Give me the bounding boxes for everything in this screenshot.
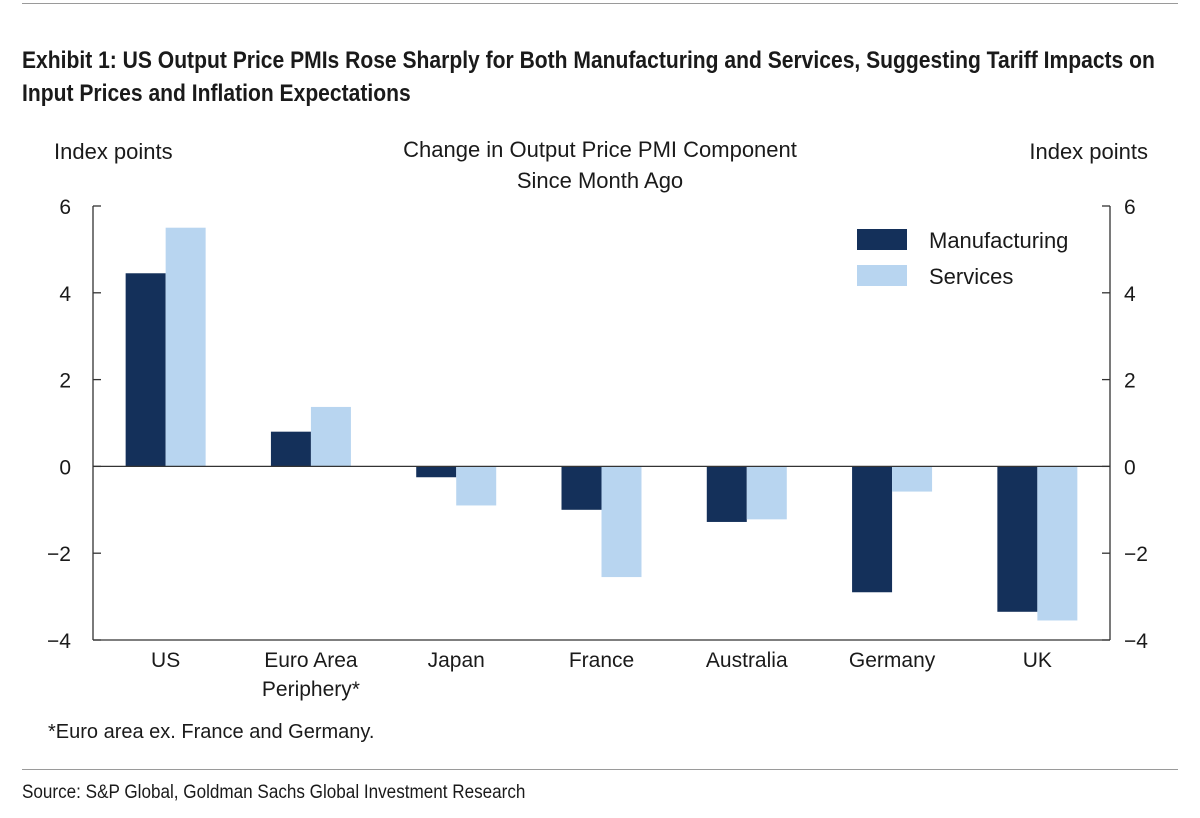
x-tick-label: Periphery* bbox=[262, 678, 360, 701]
bar-manufacturing-4 bbox=[706, 466, 747, 522]
bar-manufacturing-1 bbox=[270, 431, 311, 467]
y-tick-label-right: 4 bbox=[1124, 283, 1136, 306]
top-rule bbox=[22, 3, 1178, 4]
legend-swatch-manufacturing bbox=[857, 229, 907, 250]
y-tick-label-left: 6 bbox=[59, 196, 71, 219]
y-tick-label-right: 0 bbox=[1124, 456, 1136, 479]
y-axis-label-right: Index points bbox=[1029, 139, 1148, 164]
bar-services-3 bbox=[601, 466, 642, 578]
x-tick-label: Euro Area bbox=[264, 649, 358, 672]
y-tick-label-left: 2 bbox=[59, 370, 71, 393]
exhibit-title: Exhibit 1: US Output Price PMIs Rose Sha… bbox=[22, 47, 1155, 107]
bottom-rule bbox=[22, 769, 1178, 770]
chart-title-line-1: Change in Output Price PMI Component bbox=[403, 137, 797, 162]
x-tick-label: Australia bbox=[706, 649, 788, 672]
x-tick-label: Japan bbox=[428, 649, 485, 672]
legend-label-services: Services bbox=[929, 264, 1013, 289]
bar-services-1 bbox=[310, 406, 351, 467]
bar-manufacturing-5 bbox=[852, 466, 893, 593]
y-tick-label-right: 6 bbox=[1124, 196, 1136, 219]
y-axis-label-left: Index points bbox=[54, 139, 173, 164]
bar-manufacturing-0 bbox=[125, 273, 166, 467]
bar-services-2 bbox=[456, 466, 497, 506]
y-tick-label-left: 0 bbox=[59, 456, 71, 479]
x-tick-label: UK bbox=[1023, 649, 1052, 672]
bar-services-6 bbox=[1037, 466, 1078, 621]
source-note: Source: S&P Global, Goldman Sachs Global… bbox=[22, 782, 526, 803]
x-tick-label: US bbox=[151, 649, 180, 672]
y-tick-label-left: −2 bbox=[47, 543, 71, 566]
footnote: *Euro area ex. France and Germany. bbox=[48, 721, 374, 743]
bar-services-0 bbox=[165, 227, 206, 467]
bar-services-4 bbox=[746, 466, 787, 520]
legend-label-manufacturing: Manufacturing bbox=[929, 228, 1068, 253]
x-tick-label: France bbox=[569, 649, 634, 672]
bar-manufacturing-6 bbox=[997, 466, 1038, 612]
chart-title-line-2: Since Month Ago bbox=[517, 168, 683, 193]
bar-services-5 bbox=[892, 466, 933, 492]
bar-manufacturing-3 bbox=[561, 466, 602, 510]
plot-area: 6 6 4 4 2 2 0 0 −2 −2 −4 −4 US Euro Area Periphery* Jap… bbox=[47, 196, 1148, 701]
y-tick-label-right: 2 bbox=[1124, 370, 1136, 393]
legend-swatch-services bbox=[857, 265, 907, 286]
bar-manufacturing-2 bbox=[416, 466, 457, 478]
y-tick-label-right: −4 bbox=[1124, 630, 1148, 653]
y-tick-label-left: 4 bbox=[59, 283, 71, 306]
y-tick-label-right: −2 bbox=[1124, 543, 1148, 566]
y-tick-label-left: −4 bbox=[47, 630, 71, 653]
x-tick-label: Germany bbox=[849, 649, 936, 672]
